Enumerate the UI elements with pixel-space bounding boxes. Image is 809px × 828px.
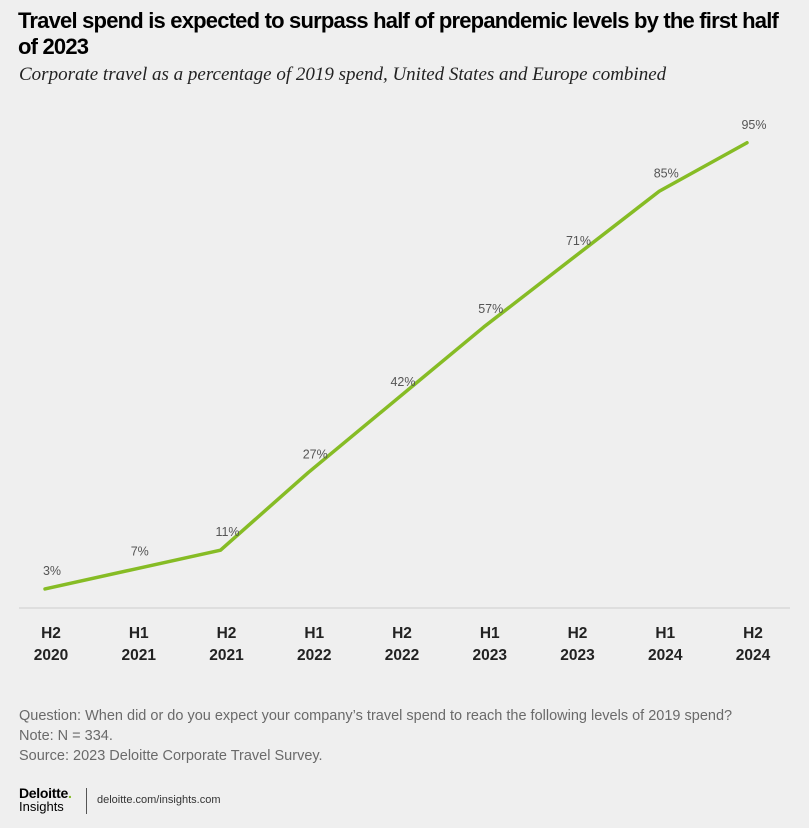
x-tick-label: H1	[304, 625, 324, 642]
data-label: 57%	[478, 302, 503, 316]
x-tick-label: 2021	[122, 647, 157, 664]
x-tick-label: H2	[392, 625, 412, 642]
line-chart: 3%7%11%27%42%57%71%85%95% H22020H12021H2…	[19, 118, 790, 664]
logo-dot: .	[67, 785, 72, 801]
x-tick-labels: H2 2020 H1 2021 H2 2021 H1 2022 H2 2022 H1 2023 H2 20…	[34, 625, 771, 664]
x-tick-label: 2022	[385, 647, 419, 664]
x-tick-label: 2023	[560, 647, 595, 664]
x-tick-label: H1	[129, 625, 149, 642]
data-label: 11%	[215, 525, 239, 539]
x-tick-label: H2	[743, 625, 763, 642]
chart-title: Travel spend is expected to surpass half…	[18, 8, 779, 59]
chart-subtitle: Corporate travel as a percentage of 2019…	[19, 64, 667, 85]
data-label: 27%	[303, 448, 328, 462]
logo-subtitle: Insights	[19, 799, 64, 814]
chart-notes: Question: When did or do you expect your…	[19, 706, 799, 766]
footer-divider	[86, 788, 87, 814]
x-tick-label: H1	[655, 625, 675, 642]
site-link: deloitte.com/insights.com	[97, 794, 221, 806]
x-tick-label: 2021	[209, 647, 244, 664]
x-tick-label: H2	[217, 625, 237, 642]
series-line	[43, 141, 749, 591]
data-label: 95%	[741, 118, 766, 132]
x-tick-label: 2020	[34, 647, 68, 664]
data-label: 3%	[43, 564, 61, 578]
x-tick-label: 2023	[473, 647, 508, 664]
data-label: 42%	[390, 375, 415, 389]
data-labels: 3% 7% 11% 27% 42% 57% 71% 85% 95%	[43, 118, 767, 578]
x-tick-label: 2024	[648, 647, 683, 664]
question-note: Question: When did or do you expect your…	[19, 708, 733, 724]
data-label: 7%	[131, 545, 149, 559]
logo-brand: Deloitte	[19, 785, 68, 801]
x-tick-label: H2	[568, 625, 588, 642]
x-tick-label: H1	[480, 625, 500, 642]
x-tick-label: 2024	[736, 647, 771, 664]
x-tick-label: 2022	[297, 647, 331, 664]
data-label: 85%	[654, 166, 679, 180]
data-label: 71%	[566, 234, 591, 248]
deloitte-insights-logo: Deloitte. Insights	[19, 786, 89, 814]
x-tick-label: H2	[41, 625, 61, 642]
source-note: Source: 2023 Deloitte Corporate Travel S…	[19, 748, 323, 764]
sample-note: Note: N = 334.	[19, 728, 113, 744]
